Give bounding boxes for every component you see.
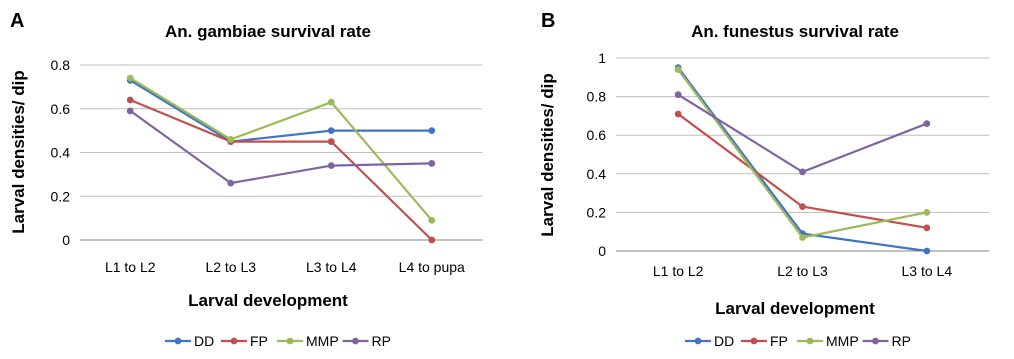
legend-label-mmp: MMP	[306, 333, 339, 349]
legend-item-mmp: MMP	[797, 333, 859, 349]
x-tick-label: L3 to L4	[306, 259, 357, 275]
series-b	[674, 64, 931, 255]
x-tick-label: L2 to L3	[205, 259, 256, 275]
legend-marker-dd	[174, 337, 182, 345]
x-tick-label: L2 to L3	[777, 263, 828, 279]
data-point-mmp	[327, 98, 335, 106]
y-tick-labels-a: 0 0.2 0.4 0.6 0.8	[51, 57, 71, 248]
legend-a: DD FP MMP RP	[165, 333, 391, 349]
data-point-fp	[126, 96, 134, 104]
x-axis-title-a: Larval development	[188, 291, 348, 310]
series-line-dd	[677, 67, 927, 253]
legend-label-fp: FP	[250, 333, 268, 349]
data-point-rp	[799, 168, 806, 176]
legend-item-fp: FP	[741, 333, 788, 349]
x-tick-labels-a: L1 to L2 L2 to L3 L3 to L4 L4 to pupa	[105, 259, 465, 275]
series-line-fp	[129, 98, 433, 241]
legend-label-dd: DD	[194, 333, 214, 349]
data-point-rp	[674, 91, 682, 99]
y-tick-label: 0.6	[587, 127, 607, 143]
series-line-dd	[129, 79, 432, 143]
x-axis-title-b: Larval development	[715, 299, 875, 318]
chart-title-b: An. funestus survival rate	[691, 22, 899, 41]
chart-b-svg: B An. funestus survival rate Larval dens…	[538, 10, 989, 349]
data-point-rp	[126, 107, 134, 115]
data-point-fp	[799, 203, 806, 211]
legend-marker-fp	[230, 337, 238, 345]
data-point-dd	[327, 127, 335, 135]
data-point-fp	[327, 138, 335, 145]
legend-label-dd: DD	[714, 333, 734, 349]
data-point-mmp	[126, 74, 134, 82]
grid-b	[616, 57, 989, 252]
data-point-mmp	[799, 234, 806, 241]
legend-item-mmp: MMP	[277, 333, 339, 349]
data-point-rp	[428, 160, 436, 167]
y-tick-label: 0.2	[587, 204, 607, 220]
data-point-fp	[923, 224, 931, 232]
y-tick-label: 0	[62, 232, 70, 248]
legend-label-mmp: MMP	[826, 333, 859, 349]
data-point-fp	[428, 236, 436, 244]
legend-label-rp: RP	[892, 333, 911, 349]
data-point-dd	[428, 127, 436, 135]
x-tick-label: L4 to pupa	[399, 259, 465, 275]
legend-marker-fp	[750, 337, 758, 345]
y-tick-labels-b: 0 0.2 0.4 0.6 0.8 1	[587, 50, 607, 259]
data-point-rp	[923, 120, 931, 128]
y-tick-label: 0.2	[51, 188, 71, 204]
series-line-rp	[129, 110, 432, 185]
y-tick-label: 0.8	[587, 89, 607, 105]
chart-title-a: An. gambiae survival rate	[165, 22, 371, 41]
legend-marker-rp	[352, 337, 359, 345]
legend-marker-mmp	[286, 337, 294, 345]
data-point-mmp	[674, 66, 682, 73]
panel-label-a: A	[10, 10, 24, 32]
data-point-fp	[674, 110, 682, 118]
y-axis-title-b: Larval densities/ dip	[538, 73, 557, 236]
series-a	[126, 74, 436, 244]
legend-label-fp: FP	[770, 333, 788, 349]
y-tick-label: 0.4	[51, 145, 71, 161]
y-tick-label: 1	[598, 50, 606, 66]
x-tick-label: L1 to L2	[105, 259, 156, 275]
data-point-rp	[227, 179, 235, 187]
legend-item-rp: RP	[862, 333, 911, 349]
panel-label-b: B	[541, 10, 555, 32]
chart-panel-b: B An. funestus survival rate Larval dens…	[507, 0, 1014, 354]
y-tick-label: 0.6	[51, 101, 71, 117]
legend-item-rp: RP	[342, 333, 391, 349]
data-point-dd	[923, 247, 931, 255]
data-point-mmp	[923, 209, 931, 216]
legend-b: DD FP MMP RP	[685, 333, 911, 349]
chart-panel-a: A An. gambiae survival rate Larval densi…	[0, 0, 507, 354]
data-point-mmp	[428, 216, 436, 224]
legend-item-fp: FP	[221, 333, 268, 349]
grid-a	[80, 64, 482, 241]
series-line-mmp	[129, 77, 433, 222]
y-tick-label: 0	[598, 243, 606, 259]
x-tick-label: L1 to L2	[653, 263, 704, 279]
legend-marker-rp	[872, 337, 879, 345]
y-tick-label: 0.4	[587, 166, 607, 182]
series-line-rp	[677, 93, 928, 173]
y-axis-title-a: Larval densities/ dip	[9, 70, 28, 233]
chart-a-svg: A An. gambiae survival rate Larval densi…	[9, 10, 482, 349]
y-tick-label: 0.8	[51, 57, 71, 73]
legend-label-rp: RP	[372, 333, 391, 349]
legend-item-dd: DD	[165, 333, 214, 349]
legend-item-dd: DD	[685, 333, 734, 349]
data-point-mmp	[227, 135, 235, 143]
legend-marker-mmp	[806, 337, 814, 345]
x-tick-label: L3 to L4	[902, 263, 953, 279]
data-point-rp	[327, 162, 335, 170]
legend-marker-dd	[694, 337, 702, 345]
x-tick-labels-b: L1 to L2 L2 to L3 L3 to L4	[653, 263, 952, 279]
